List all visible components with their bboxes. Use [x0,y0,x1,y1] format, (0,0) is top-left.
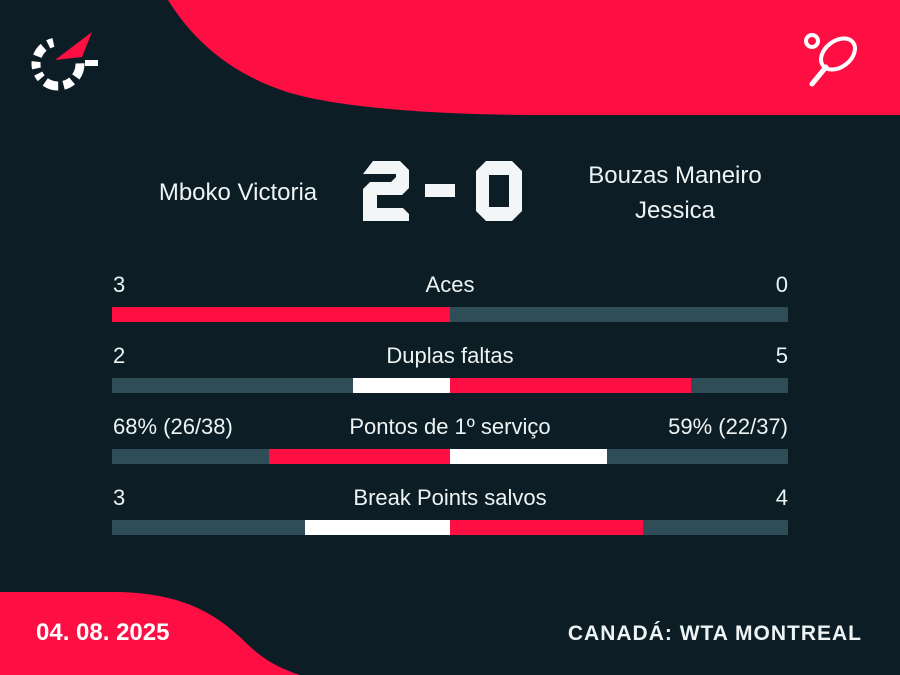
home-player-name: Mboko Victoria [158,179,318,206]
stat-home-value: 2 [113,343,126,368]
away-score-digit [476,161,522,221]
footer-ribbon [0,592,300,675]
stat-bar-away-fill [450,520,643,535]
stat-home-value: 68% (26/38) [113,414,233,439]
flashscore-logo-icon [31,32,98,91]
stat-bar-home-fill [353,378,450,393]
home-score-digit [363,161,409,221]
stat-away-value: 59% (22/37) [668,414,788,439]
tennis-racket-icon [804,33,857,87]
tournament-name: CANADÁ: WTA MONTREAL [567,622,862,645]
match-date: 04. 08. 2025 [36,619,170,646]
stat-away-value: 4 [775,485,788,510]
header-band [168,0,900,115]
stat-home-value: 3 [113,485,126,510]
stat-bar [112,307,788,322]
stat-bar-away-fill [450,378,692,393]
stat-bar-home-fill [112,307,450,322]
stat-bar [112,378,788,393]
score-separator [425,184,455,197]
stat-bar-home-fill [269,449,450,464]
stat-bar [112,449,788,464]
stat-away-value: 5 [775,343,788,368]
stat-label: Pontos de 1º serviço [349,414,551,439]
stat-row-text: 2 Duplas faltas 5 [112,343,788,369]
away-player-name: Bouzas Maneiro Jessica [588,162,762,224]
stat-row-text: 68% (26/38) Pontos de 1º serviço 59% (22… [112,414,788,440]
stat-bar [112,520,788,535]
stat-bar-away-fill [450,449,608,464]
stat-label: Duplas faltas [386,343,514,368]
stat-label: Break Points salvos [353,485,547,510]
stat-bar-home-fill [305,520,450,535]
stat-label: Aces [425,272,475,297]
stat-row-text: 3 Break Points salvos 4 [112,485,788,511]
stat-row-text: 3 Aces 0 [112,272,788,298]
stat-away-value: 0 [775,272,788,297]
stat-home-value: 3 [113,272,126,297]
